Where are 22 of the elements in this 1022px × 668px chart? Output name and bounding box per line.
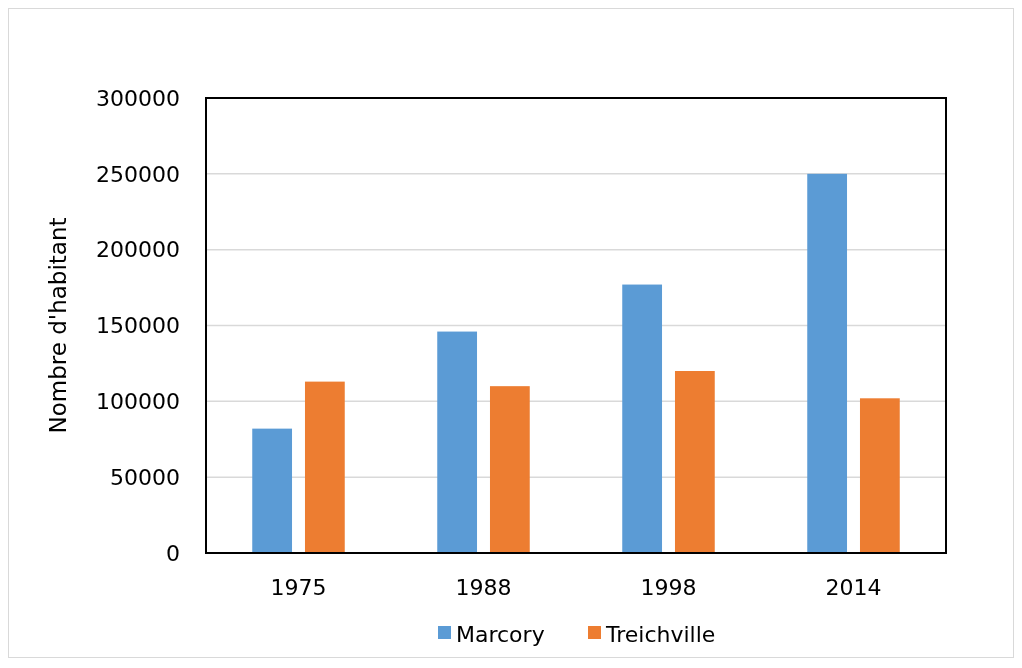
bar [252, 428, 293, 553]
bar [859, 398, 900, 553]
x-tick-label: 1975 [270, 575, 327, 600]
bar [304, 381, 345, 553]
y-tick-label: 100000 [96, 389, 180, 415]
y-tick-label: 150000 [96, 313, 180, 339]
x-tick-label: 1988 [455, 575, 512, 600]
x-tick-label: 1998 [640, 575, 697, 600]
y-tick-label: 0 [166, 540, 180, 566]
bar [674, 371, 715, 553]
legend-label: Marcory [456, 622, 545, 647]
bar [489, 386, 530, 553]
y-axis-title: Nombre d'habitant [45, 217, 71, 434]
y-tick-label: 250000 [96, 161, 180, 187]
bar [622, 284, 663, 553]
bar [437, 331, 478, 553]
bar [807, 173, 848, 553]
x-tick-label: 2014 [825, 575, 882, 600]
legend-label: Treichville [605, 622, 716, 647]
y-tick-label: 200000 [96, 237, 180, 263]
y-tick-label: 300000 [96, 85, 180, 111]
y-tick-label: 50000 [110, 464, 180, 490]
